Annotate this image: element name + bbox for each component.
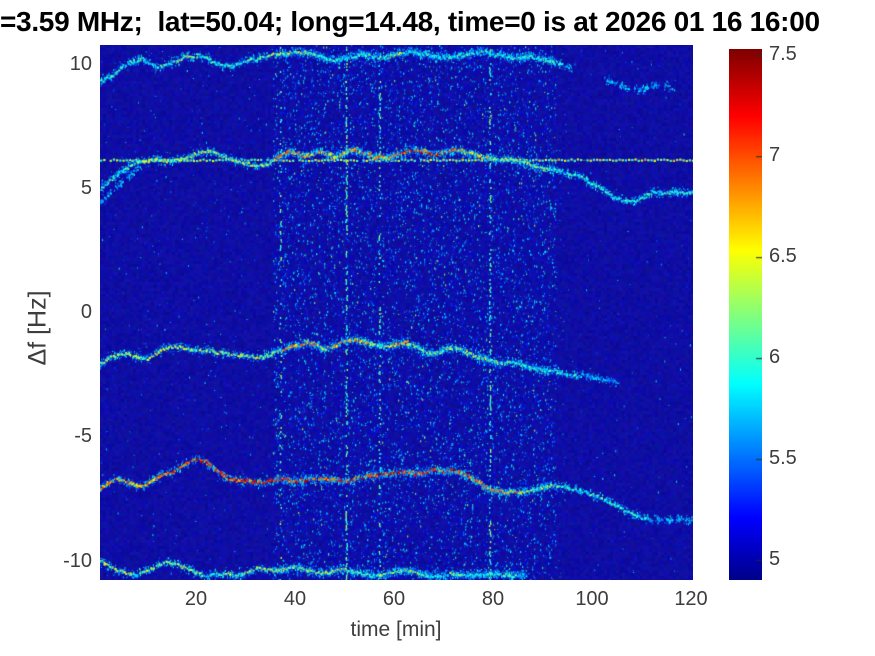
y-tick-label: -5 (74, 425, 92, 448)
y-tick-label: -10 (63, 549, 92, 572)
y-tick-label: 10 (69, 52, 92, 75)
colorbar-tick-label: 7.5 (769, 43, 797, 65)
x-tick-label: 40 (283, 588, 307, 610)
x-tick-label: 20 (184, 588, 208, 610)
x-axis-label: time [min] (350, 618, 442, 641)
spectrogram-canvas (100, 45, 693, 580)
colorbar-canvas (729, 49, 762, 580)
y-tick-label: 0 (80, 301, 92, 323)
colorbar-tick-label: 5.5 (769, 447, 797, 469)
plot-title: =3.59 MHz; lat=50.04; long=14.48, time=0… (0, 6, 820, 37)
x-tick-label: 100 (575, 588, 609, 610)
colorbar-tick-label: 6 (769, 346, 781, 368)
x-tick-label: 60 (382, 588, 406, 610)
colorbar-tick-label: 5 (769, 548, 781, 570)
colorbar-tick-label: 7 (769, 144, 781, 166)
x-tick-label: 80 (481, 588, 505, 610)
colorbar-tick-label: 6.5 (769, 245, 797, 267)
y-tick-label: 5 (80, 176, 92, 199)
x-tick-label: 120 (674, 588, 708, 610)
